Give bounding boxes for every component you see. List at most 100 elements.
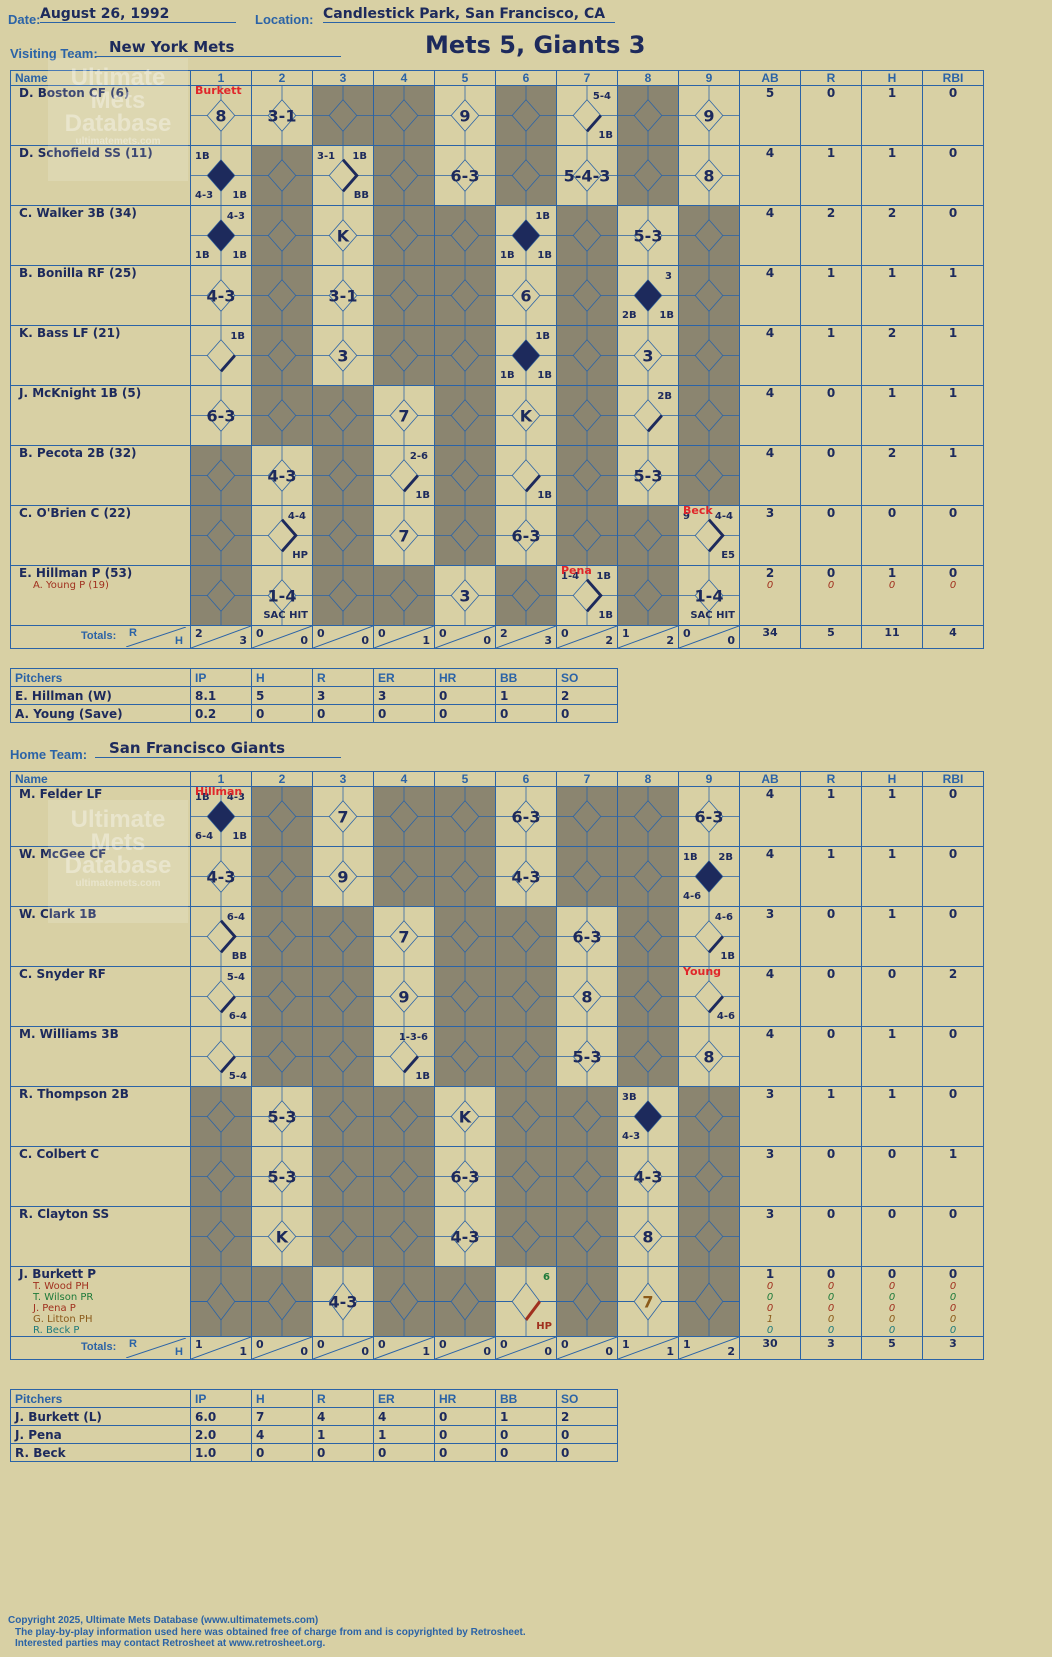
diamond-icon [618, 86, 678, 145]
base-note: 1B [195, 250, 210, 261]
at-bat-cell: 6 [495, 265, 557, 326]
diamond-icon [618, 266, 678, 325]
pitcher-column-header: Pitchers [10, 668, 191, 687]
name-column-header: Name [10, 70, 191, 86]
pitcher-stat: 0 [312, 1443, 374, 1462]
pitcher-stat: 0 [556, 704, 618, 723]
at-bat-cell: 9 [373, 966, 435, 1027]
at-bat-cell [556, 505, 618, 566]
at-bat-cell: 2B [617, 385, 679, 446]
diamond-icon [435, 847, 495, 906]
batter-name-text: C. O'Brien C (22) [19, 506, 132, 520]
at-bat-cell [312, 565, 374, 626]
diamond-icon [374, 967, 434, 1026]
base-note: SAC HIT [690, 610, 735, 621]
base-note: 1B [195, 151, 210, 162]
at-bat-cell [678, 1086, 740, 1147]
at-bat-cell [556, 385, 618, 446]
at-bat-cell [190, 1086, 252, 1147]
diamond-icon [557, 907, 617, 966]
diamond-icon [618, 506, 678, 565]
at-bat-result: 5-4-3 [563, 166, 611, 185]
pitcher-stat: 7 [251, 1407, 313, 1426]
diamond-icon [618, 1207, 678, 1266]
at-bat-cell [373, 565, 435, 626]
at-bat-cell [556, 1266, 618, 1337]
base-note: 1B [232, 250, 247, 261]
diamond-icon [435, 266, 495, 325]
visitors-pitchers-table: Pitchers IP H R ER HR BB SO E. Hillman (W) 8.1 5 3 3… [10, 668, 618, 723]
batter-name-text: E. Hillman P (53) [19, 566, 133, 580]
at-bat-cell [312, 1026, 374, 1087]
diamond-icon [679, 446, 739, 505]
diamond-icon [313, 86, 373, 145]
diamond-icon [618, 566, 678, 625]
diamond-icon [435, 1207, 495, 1266]
at-bat-cell: 5-3 [251, 1086, 313, 1147]
stat-cell: 1 [800, 265, 862, 326]
at-bat-cell [312, 445, 374, 506]
diamond-icon [679, 1267, 739, 1336]
pitchers-header: Pitchers IP H R ER HR BB SO [10, 1389, 618, 1408]
diamond-icon [191, 326, 251, 385]
at-bat-cell: 1B 1B 1B [495, 205, 557, 266]
stat-cell: 1 [922, 385, 984, 446]
diamond-icon [679, 566, 739, 625]
at-bat-cell [373, 786, 435, 847]
batter-name-text: R. Thompson 2B [19, 1087, 129, 1101]
location-label: Location: [255, 12, 314, 27]
pitcher-name: J. Burkett (L) [10, 1407, 191, 1426]
diamond-icon [191, 1147, 251, 1206]
batter-name-text: C. Snyder RF [19, 967, 106, 981]
at-bat-cell [373, 1266, 435, 1337]
base-note: 1B [659, 310, 674, 321]
at-bat-result: 7 [398, 526, 410, 545]
stat-cell: 1 [861, 1026, 923, 1087]
at-bat-cell: K [434, 1086, 496, 1147]
diamond-icon [618, 787, 678, 846]
diamond-icon [618, 386, 678, 445]
diamond-icon [679, 506, 739, 565]
total-stat: 3 [922, 1336, 984, 1360]
diamond-icon [435, 206, 495, 265]
stat-cell: 0 [922, 906, 984, 967]
diamond-icon [252, 386, 312, 445]
diamond-icon [191, 506, 251, 565]
pitcher-stat: 0 [251, 1443, 313, 1462]
at-bat-result: 3 [642, 346, 654, 365]
at-bat-cell [556, 1146, 618, 1207]
base-note: 6-4 [195, 831, 214, 842]
at-bat-cell: 6 HP [495, 1266, 557, 1337]
base-note: 2B [622, 310, 637, 321]
at-bat-cell: 7 [373, 385, 435, 446]
diamond-icon [557, 86, 617, 145]
at-bat-cell: 1-3-6 1B [373, 1026, 435, 1087]
diamond-icon [679, 146, 739, 205]
stat-cell: 3 [739, 1086, 801, 1147]
at-bat-cell: 3-1 [251, 85, 313, 146]
at-bat-cell: 5-3 [251, 1146, 313, 1207]
batter-name: J. Burkett P T. Wood PH T. Wilson PR J. Pen… [10, 1266, 191, 1337]
diamond-icon [313, 847, 373, 906]
stat-cell: 4 [739, 145, 801, 206]
diamond-icon [618, 446, 678, 505]
stat-cell: 5 [739, 85, 801, 146]
diamond-icon [313, 967, 373, 1026]
stat-cell: 0 [800, 1206, 862, 1267]
batter-name-text: W. Clark 1B [19, 907, 97, 921]
stat-cell: 4 [739, 385, 801, 446]
diamond-icon [557, 326, 617, 385]
at-bat-cell [251, 325, 313, 386]
at-bat-result: 4-3 [267, 466, 297, 485]
at-bat-cell [678, 445, 740, 506]
at-bat-cell [556, 265, 618, 326]
at-bat-cell: 5-4 [190, 1026, 252, 1087]
pitcher-stat: 2 [556, 1407, 618, 1426]
batter-row: R. Clayton SS K 4-3 8 3 0 0 0 [10, 1206, 984, 1267]
